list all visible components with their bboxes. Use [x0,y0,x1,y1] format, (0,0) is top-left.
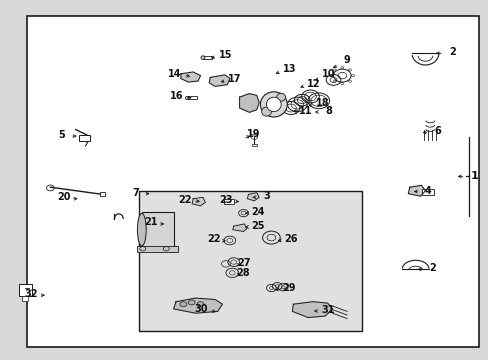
Text: 23: 23 [219,195,232,205]
Bar [22,296,28,301]
Circle shape [197,302,203,307]
Text: 28: 28 [236,268,250,278]
Bar [79,135,90,141]
Text: 2: 2 [448,47,455,57]
Bar [139,191,361,331]
Text: 13: 13 [282,64,296,75]
Bar [421,189,433,195]
Ellipse shape [137,213,146,246]
Bar [100,192,105,196]
Bar [251,144,256,146]
Text: 27: 27 [236,258,250,268]
Text: 22: 22 [206,234,220,244]
Bar [142,212,173,247]
Text: 20: 20 [57,192,70,202]
Text: 18: 18 [315,98,329,108]
Ellipse shape [201,56,204,59]
Text: 21: 21 [143,217,157,228]
Polygon shape [292,302,332,318]
Text: 1: 1 [469,171,477,181]
Ellipse shape [276,93,285,101]
Text: 30: 30 [194,304,208,314]
Text: 31: 31 [320,305,334,315]
Polygon shape [239,94,259,112]
Polygon shape [181,72,200,82]
Text: 29: 29 [281,283,295,293]
Circle shape [188,300,195,305]
Polygon shape [247,193,259,201]
Text: 8: 8 [325,106,331,116]
Text: 24: 24 [251,207,264,217]
Text: 16: 16 [169,91,183,102]
Text: 4: 4 [424,186,430,196]
Text: 6: 6 [433,126,440,136]
Ellipse shape [261,107,271,116]
Text: 11: 11 [299,106,312,116]
Circle shape [180,302,186,307]
Polygon shape [173,298,222,313]
Polygon shape [232,224,246,231]
Bar [224,199,233,204]
Ellipse shape [185,96,188,99]
Text: 32: 32 [24,289,38,300]
Text: 26: 26 [284,234,298,244]
Text: 22: 22 [178,195,191,205]
Text: 19: 19 [246,129,260,139]
Text: 14: 14 [168,69,182,79]
Text: 7: 7 [132,188,139,198]
Bar [19,284,32,296]
Text: 2: 2 [428,263,435,273]
Text: 3: 3 [263,191,269,201]
Polygon shape [192,197,205,206]
Bar [203,56,211,59]
Text: 10: 10 [321,69,335,79]
Text: 25: 25 [251,221,264,231]
Text: 5: 5 [59,130,65,140]
Ellipse shape [266,97,281,112]
Polygon shape [209,75,229,86]
Bar [137,246,178,252]
Text: 12: 12 [306,78,320,89]
Text: 15: 15 [218,50,232,60]
Bar [186,96,196,99]
Text: 17: 17 [227,74,241,84]
Ellipse shape [260,92,287,117]
Polygon shape [407,185,425,196]
Text: 9: 9 [343,55,350,66]
